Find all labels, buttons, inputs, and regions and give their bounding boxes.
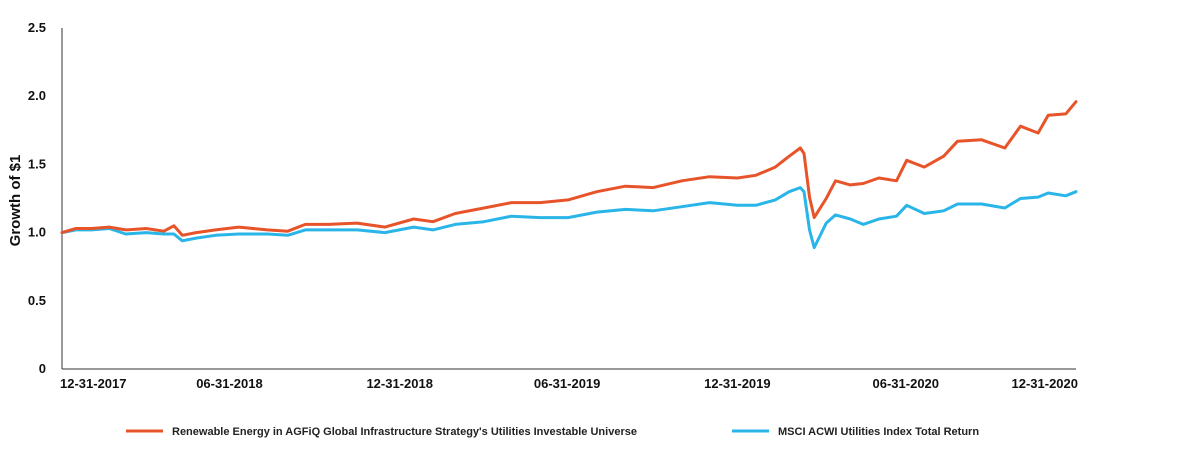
x-tick-label: 12-31-2020 xyxy=(1012,376,1079,391)
x-tick-labels: 12-31-2017 06-31-2018 12-31-2018 06-31-2019… xyxy=(60,376,1078,391)
x-tick-label: 12-31-2018 xyxy=(366,376,433,391)
axes xyxy=(61,28,1076,370)
x-tick-label: 06-31-2019 xyxy=(534,376,601,391)
y-tick-label: 1.5 xyxy=(28,156,46,171)
y-tick-label: 2.5 xyxy=(28,20,46,35)
legend-label: MSCI ACWI Utilities Index Total Return xyxy=(778,426,979,438)
y-tick-label: 0 xyxy=(39,361,46,376)
x-tick-label: 06-31-2018 xyxy=(196,376,263,391)
series-lines xyxy=(60,100,1078,250)
y-tick-labels: 0 0.5 1.0 1.5 2.0 2.5 xyxy=(28,20,46,376)
x-tick-label: 12-31-2019 xyxy=(704,376,771,391)
series-line-2 xyxy=(60,186,1078,250)
y-tick-label: 1.0 xyxy=(28,225,46,240)
x-tick-label: 06-31-2020 xyxy=(873,376,940,391)
legend: Renewable Energy in AGFiQ Global Infrast… xyxy=(126,426,979,438)
series-line-1 xyxy=(60,100,1078,237)
y-tick-label: 0.5 xyxy=(28,293,46,308)
y-tick-label: 2.0 xyxy=(28,88,46,103)
x-tick-label: 12-31-2017 xyxy=(60,376,127,391)
y-axis-label: Growth of $1 xyxy=(7,155,24,247)
legend-label: Renewable Energy in AGFiQ Global Infrast… xyxy=(172,426,637,438)
